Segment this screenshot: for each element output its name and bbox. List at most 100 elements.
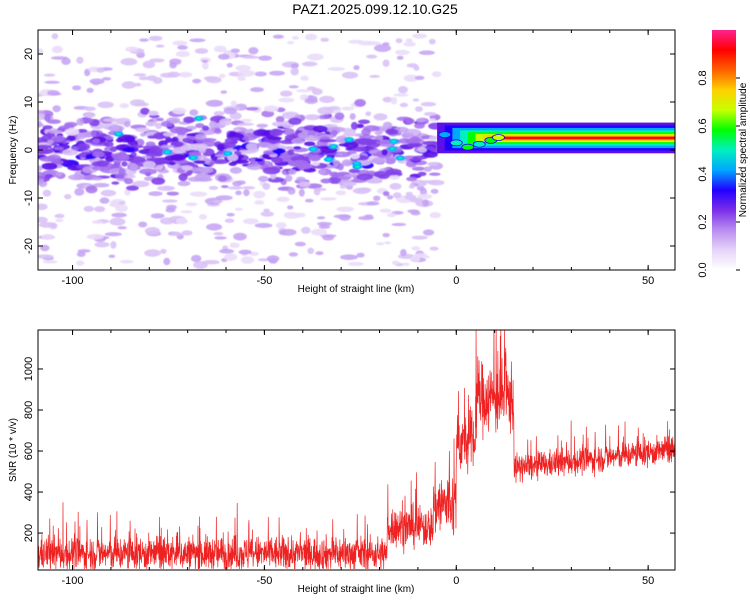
spectrogram-blob — [119, 103, 130, 109]
spectrogram-blob — [47, 139, 54, 144]
spectrogram-blob — [135, 102, 149, 107]
spectrogram-blob — [218, 53, 230, 60]
spectrogram-blob — [211, 159, 230, 164]
spectrogram-blob — [125, 185, 139, 191]
colorbar-gradient — [712, 30, 736, 270]
spectrogram-blob — [430, 188, 439, 194]
spectrogram-blob — [389, 183, 402, 190]
spectrogram-blob — [411, 166, 426, 171]
spectrogram-blob — [143, 161, 156, 169]
spectrogram-blob — [399, 138, 411, 144]
spectrogram-blob — [55, 218, 64, 223]
spectrogram-hotspot-core — [190, 156, 196, 159]
spectrogram-blob — [293, 146, 302, 150]
spectrogram-blob — [42, 260, 58, 264]
spectrogram-blob — [86, 87, 94, 93]
spectrogram-blob — [416, 118, 426, 123]
spectrogram-blob — [111, 152, 129, 160]
spectrogram-blob — [288, 252, 298, 257]
spectrogram-blob — [307, 247, 315, 254]
spectrogram-blob — [337, 163, 344, 171]
spectrogram-blob — [382, 59, 390, 67]
y-tick-label: 800 — [23, 401, 35, 419]
spectrogram-blob — [299, 94, 309, 101]
spectrogram-blob — [307, 53, 324, 61]
spectrogram-blob — [290, 63, 299, 69]
colorbar-label: Normalized spectral amplitude — [738, 82, 749, 217]
spectrogram-blob — [170, 231, 182, 236]
spectrogram-blob — [382, 96, 393, 103]
spectrogram-blob — [202, 62, 209, 70]
spectrogram-blob — [429, 246, 439, 251]
spectrogram-blob — [177, 180, 191, 187]
x-tick-label: -50 — [256, 275, 272, 287]
spectrogram-hotspot-core — [346, 138, 352, 141]
spectrogram-blob — [41, 162, 58, 170]
spectrogram-blob — [205, 99, 224, 107]
spectrogram-blob — [290, 67, 299, 76]
spectrogram-blob — [373, 195, 381, 201]
spectrogram-blob — [413, 65, 420, 71]
spectrogram-blob — [395, 38, 403, 44]
spectrogram-blob — [118, 201, 126, 205]
spectrogram-blob — [318, 224, 331, 229]
spectrogram-blob — [296, 89, 312, 93]
spectrogram-blob — [96, 67, 105, 73]
spectrogram-blob — [303, 141, 316, 147]
spectrogram-blob — [348, 168, 361, 174]
spectrogram-blob — [134, 82, 142, 87]
spectrogram-blob — [393, 93, 410, 97]
spectrogram-blob — [161, 144, 175, 149]
spectrogram-blob — [374, 131, 383, 135]
spectrogram-blob — [42, 125, 53, 130]
spectrogram-blob — [227, 186, 244, 190]
spectrogram-blob — [86, 234, 105, 240]
spectrogram-blob — [317, 222, 333, 226]
colorbar: 0.0 0.2 0.4 0.6 0.8 Normalized spectral ampl… — [697, 30, 749, 278]
spectrogram-blob — [218, 175, 227, 182]
spectrogram-blob — [235, 64, 251, 72]
spectrogram-blob — [77, 249, 91, 253]
spectrogram-blob — [320, 197, 337, 201]
spectrogram-blob — [51, 160, 64, 165]
spectrogram-blob — [417, 171, 427, 177]
spectrogram-blob — [275, 222, 287, 229]
spectrogram-blob — [64, 127, 80, 136]
spectrogram-blob — [254, 71, 267, 77]
spectrogram-blob — [123, 121, 131, 128]
spectrogram-blob — [414, 122, 425, 129]
spectrogram-blob — [228, 162, 237, 166]
spectrogram-blob — [298, 188, 305, 197]
spectrogram-hotspot-core — [225, 152, 231, 155]
spectrogram-blob — [169, 119, 180, 124]
spectrogram-blob — [109, 217, 126, 226]
spectrogram-blob — [181, 230, 193, 236]
spectrogram-blob — [354, 138, 372, 145]
spectrogram-blob — [61, 149, 79, 156]
spectrogram-blob — [264, 105, 279, 112]
spectrogram-blob — [396, 55, 404, 60]
spectrogram-blob — [157, 169, 170, 174]
signal-band-layer — [498, 137, 675, 139]
spectrogram-blob — [237, 76, 246, 81]
spectrogram-blob — [183, 116, 196, 124]
spectrogram-blob — [181, 165, 193, 171]
spectrogram-blob — [342, 181, 357, 187]
spectrogram-blob — [263, 208, 270, 213]
spectrogram-blob — [429, 212, 441, 219]
spectrogram-blob — [260, 211, 274, 217]
y-tick-label: -20 — [23, 238, 35, 254]
spectrogram-blob — [76, 56, 84, 64]
spectrogram-blob — [399, 102, 409, 108]
spectrogram-blob — [420, 102, 437, 107]
spectrogram-blob — [155, 44, 165, 48]
y-tick-label: -10 — [23, 190, 35, 206]
spectrogram-blob — [54, 213, 65, 219]
spectrogram-blob — [237, 70, 256, 77]
spectrogram-blob — [213, 200, 224, 204]
spectrogram-blob — [408, 184, 415, 189]
spectrogram-blob — [256, 123, 268, 128]
spectrogram-blob — [401, 262, 410, 266]
spectrogram-blob — [316, 216, 326, 220]
